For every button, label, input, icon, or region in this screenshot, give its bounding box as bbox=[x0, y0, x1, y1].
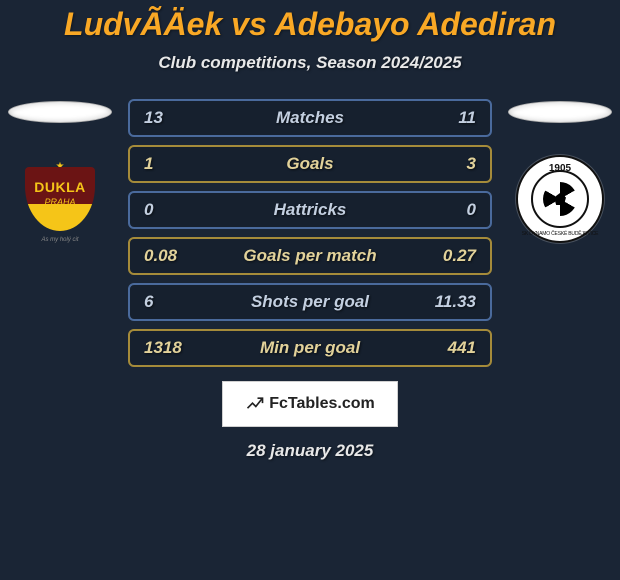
stat-row: 0 Hattricks 0 bbox=[128, 191, 492, 229]
dynamo-ring-text: SK DYNAMO ČESKÉ BUDĚJOVICE bbox=[518, 231, 602, 237]
football-icon bbox=[543, 182, 577, 216]
dukla-motto: As my holý cit bbox=[12, 237, 108, 243]
right-club-logo: 1905 SK DYNAMO ČESKÉ BUDĚJOVICE bbox=[512, 153, 608, 245]
stat-label: Matches bbox=[276, 108, 344, 128]
stat-right-value: 3 bbox=[467, 154, 476, 174]
infographic: LudvÃÄek vs Adebayo Adediran Club compet… bbox=[0, 0, 620, 461]
stat-left-value: 1318 bbox=[144, 338, 182, 358]
stat-left-value: 1 bbox=[144, 154, 153, 174]
stat-left-value: 13 bbox=[144, 108, 163, 128]
stat-right-value: 0 bbox=[467, 200, 476, 220]
stat-label: Shots per goal bbox=[251, 292, 369, 312]
left-club-logo: ★ DUKLA PRAHA As my holý cit bbox=[12, 153, 108, 245]
dynamo-inner-circle bbox=[531, 170, 589, 228]
left-flag-placeholder bbox=[8, 101, 112, 123]
stat-label: Min per goal bbox=[260, 338, 360, 358]
stat-left-value: 0 bbox=[144, 200, 153, 220]
dukla-sub: PRAHA bbox=[12, 197, 108, 207]
stat-left-value: 6 bbox=[144, 292, 153, 312]
stat-label: Goals per match bbox=[243, 246, 376, 266]
right-column: 1905 SK DYNAMO ČESKÉ BUDĚJOVICE bbox=[500, 99, 620, 245]
stat-row: 0.08 Goals per match 0.27 bbox=[128, 237, 492, 275]
stat-row: 6 Shots per goal 11.33 bbox=[128, 283, 492, 321]
chart-icon bbox=[245, 394, 265, 414]
dynamo-badge: 1905 SK DYNAMO ČESKÉ BUDĚJOVICE bbox=[516, 155, 604, 243]
stat-label: Goals bbox=[286, 154, 333, 174]
dukla-name: DUKLA bbox=[12, 179, 108, 195]
stat-right-value: 0.27 bbox=[443, 246, 476, 266]
main-row: ★ DUKLA PRAHA As my holý cit 13Matches11… bbox=[0, 99, 620, 375]
stat-row: 1 Goals 3 bbox=[128, 145, 492, 183]
date-text: 28 january 2025 bbox=[0, 441, 620, 461]
stat-right-value: 11.33 bbox=[435, 292, 476, 312]
page-title: LudvÃÄek vs Adebayo Adediran bbox=[0, 6, 620, 43]
brand-text: FcTables.com bbox=[269, 395, 375, 413]
stat-row: 13 Matches 11 bbox=[128, 99, 492, 137]
stat-label: Hattricks bbox=[274, 200, 347, 220]
dukla-badge: ★ DUKLA PRAHA As my holý cit bbox=[12, 153, 108, 245]
right-flag-placeholder bbox=[508, 101, 612, 123]
stat-right-value: 441 bbox=[448, 338, 476, 358]
stat-left-value: 0.08 bbox=[144, 246, 177, 266]
stat-right-value: 11 bbox=[458, 108, 476, 128]
left-column: ★ DUKLA PRAHA As my holý cit bbox=[0, 99, 120, 245]
stats-column: 13Matches111Goals30Hattricks00.08Goals p… bbox=[120, 99, 500, 375]
subtitle: Club competitions, Season 2024/2025 bbox=[0, 53, 620, 73]
brand-badge[interactable]: FcTables.com bbox=[222, 381, 398, 427]
dynamo-outer-ring: 1905 SK DYNAMO ČESKÉ BUDĚJOVICE bbox=[516, 155, 604, 243]
stat-row: 1318 Min per goal 441 bbox=[128, 329, 492, 367]
